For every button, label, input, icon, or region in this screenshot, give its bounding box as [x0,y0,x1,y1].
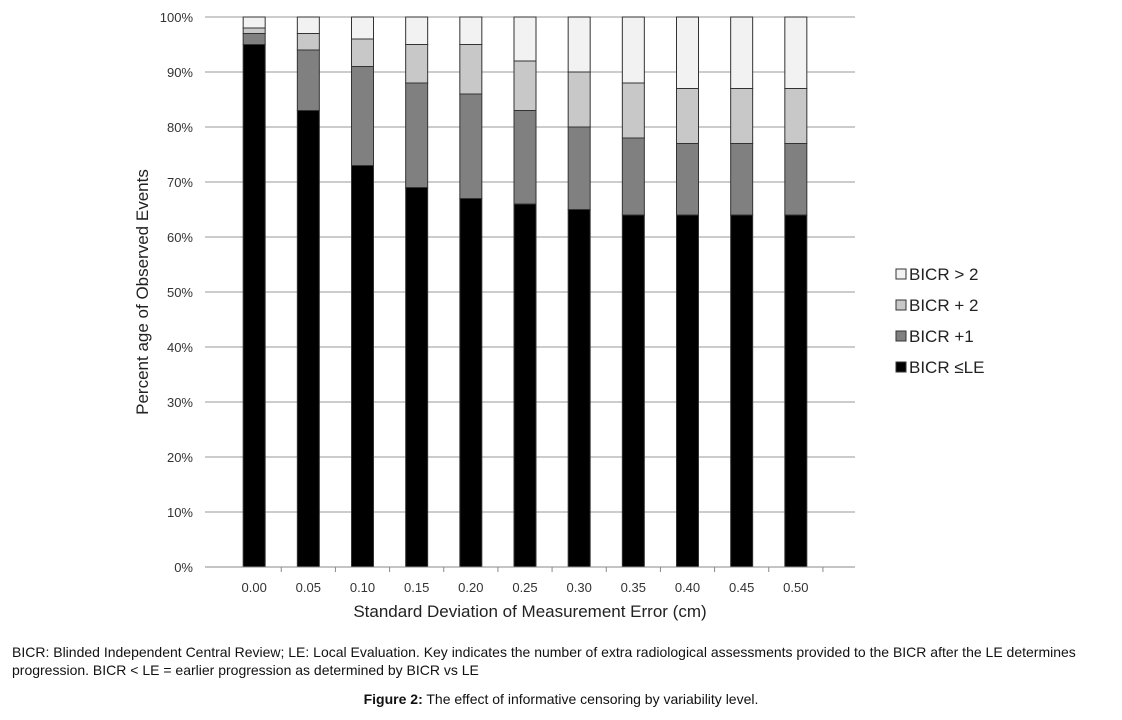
bar-segment [242,33,266,45]
bar-segment [676,143,699,216]
bar-segment [513,16,537,62]
bar-segment [351,16,374,40]
bar-segment [351,66,374,166]
x-tick-label: 0.10 [350,580,375,595]
x-axis-ticks: 0.00 0.05 0.10 0.15 0.20 0.25 0.30 0.35 0.40 0.45… [242,567,824,595]
bar-segment [513,110,537,205]
legend-label: BICR > 2 [909,265,978,284]
legend-label: BICR + 2 [909,296,978,315]
y-tick-label: 100% [160,10,194,25]
caption-label: Figure 2: [363,691,423,707]
bar-segment [676,16,699,89]
caption-text: The effect of informative censoring by v… [422,691,759,707]
x-tick-label: 0.50 [783,580,808,595]
bar-segment [405,82,429,188]
bar-segment [459,198,483,568]
bars [242,16,808,568]
bar-segment [784,143,808,216]
y-tick-label: 70% [167,175,193,190]
bar-segment [242,44,266,568]
bar-segment [730,214,754,568]
bar-segment [242,27,266,34]
legend-swatch [895,361,907,373]
figure-caption: Figure 2: The effect of informative cens… [0,691,1122,707]
bar-segment [621,214,645,568]
bar-segment [405,16,429,45]
legend-swatch [895,299,907,311]
x-tick-label: 0.35 [621,580,646,595]
y-tick-label: 80% [167,120,193,135]
y-tick-label: 30% [167,395,193,410]
bar-segment [784,88,808,144]
bar-segment [405,44,429,84]
bar-segment [242,16,266,29]
legend: BICR > 2 BICR + 2 BICR +1 BICR ≤LE [895,265,984,377]
y-tick-label: 60% [167,230,193,245]
x-tick-label: 0.05 [296,580,321,595]
y-tick-label: 20% [167,450,193,465]
bar-segment [567,126,591,210]
x-tick-label: 0.45 [729,580,754,595]
bar-segment [405,187,429,568]
bar-segment [459,44,483,95]
legend-swatch [895,330,907,342]
bar-segment [351,165,374,568]
y-tick-label: 0% [174,560,193,575]
bar-segment [567,16,591,73]
bar-segment [296,110,320,568]
y-axis-title: Percent age of Observed Events [133,169,152,415]
bar-segment [513,203,537,568]
x-tick-label: 0.25 [512,580,537,595]
y-tick-label: 40% [167,340,193,355]
legend-label: BICR ≤LE [909,358,984,377]
bar-segment [513,60,537,111]
bar-segment [296,16,320,34]
bar-segment [351,38,374,67]
bar-segment [621,16,645,84]
x-tick-label: 0.15 [404,580,429,595]
bar-segment [296,49,320,111]
bar-segment [567,209,591,568]
bar-segment [621,82,645,139]
x-tick-label: 0.40 [675,580,700,595]
legend-swatch [895,268,907,280]
y-tick-label: 50% [167,285,193,300]
x-tick-label: 0.00 [242,580,267,595]
x-axis-title: Standard Deviation of Measurement Error … [353,602,706,621]
bar-segment [730,143,754,216]
y-tick-label: 90% [167,65,193,80]
x-tick-label: 0.30 [567,580,592,595]
bar-segment [784,214,808,568]
x-tick-label: 0.20 [458,580,483,595]
y-tick-label: 10% [167,505,193,520]
bar-segment [621,137,645,216]
stacked-bar-chart: 0%10%20%30%40%50%60%70%80%90%100% 0.00 0.… [133,10,984,621]
bar-segment [676,88,699,144]
y-axis-ticks: 0% 10% 20% 30% 40% 50% 60% 70% 80% 90% 100% [160,10,194,575]
bar-segment [567,71,591,128]
bar-segment [784,16,808,89]
bar-segment [459,93,483,199]
bar-segment [296,33,320,51]
bar-segment [730,88,754,144]
legend-label: BICR +1 [909,327,974,346]
bar-segment [730,16,754,89]
figure-note: BICR: Blinded Independent Central Review… [12,644,1076,678]
bar-segment [676,214,699,568]
bar-segment [459,16,483,45]
